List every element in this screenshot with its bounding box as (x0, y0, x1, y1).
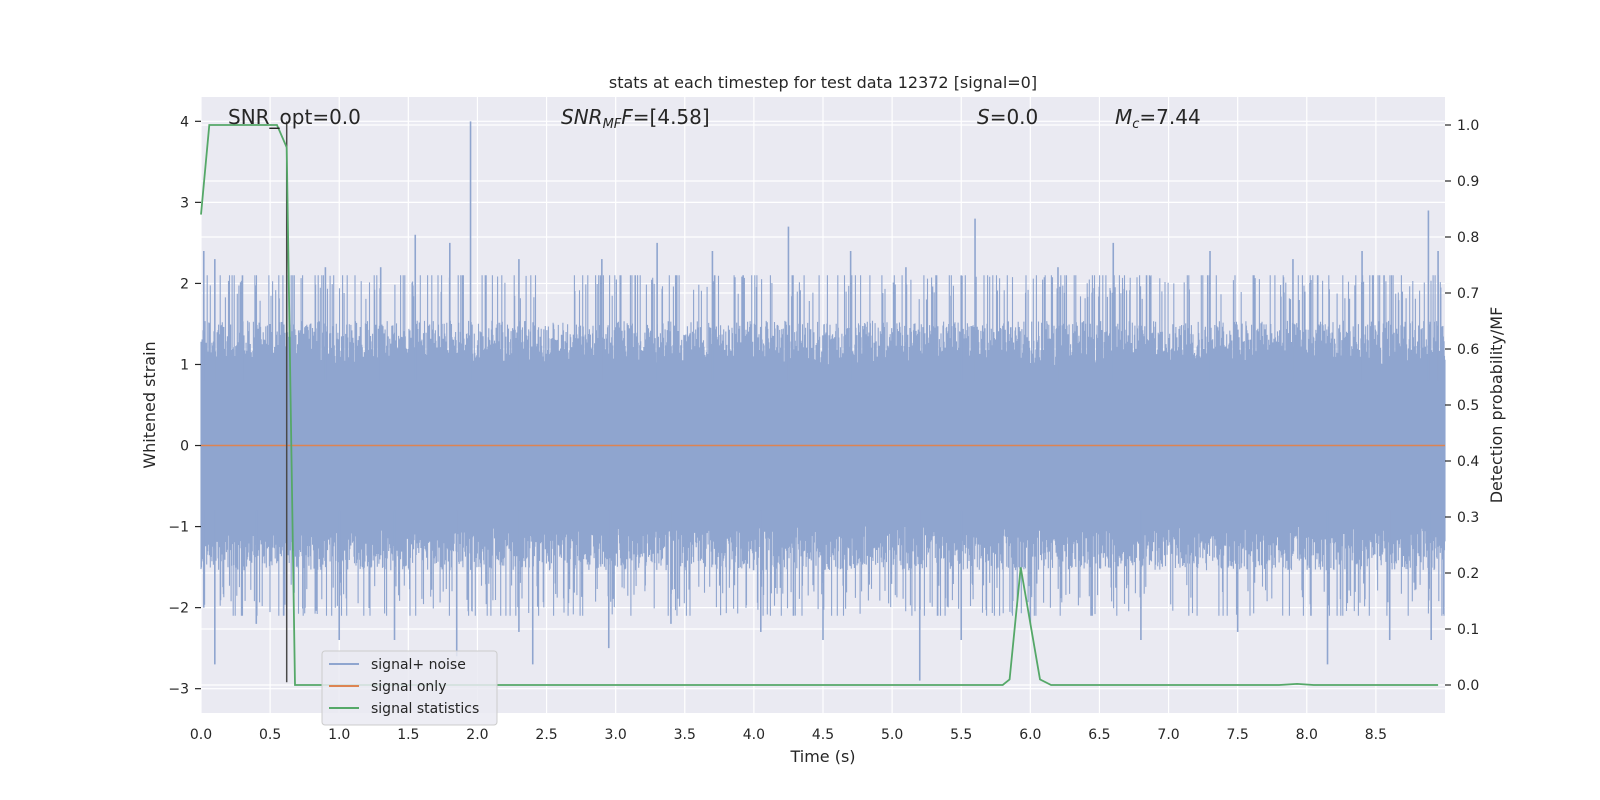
left-y-tick-labels: −3 −2 −1 0 1 2 3 4 (168, 114, 201, 698)
chart-title: stats at each timestep for test data 123… (609, 73, 1037, 92)
y-axis-right-label: Detection probability/MF (1487, 307, 1506, 504)
yr-tick-9: 0.9 (1457, 174, 1479, 190)
legend-label-signal-noise: signal+ noise (371, 657, 466, 673)
yl-tick-1: −2 (168, 601, 189, 617)
signal-statistics-series (200, 124, 1439, 686)
yr-tick-2: 0.2 (1457, 566, 1479, 582)
yr-tick-4: 0.4 (1457, 454, 1479, 470)
yr-tick-6: 0.6 (1457, 342, 1479, 358)
yl-tick-7: 4 (180, 114, 189, 130)
x-tick-4: 2.0 (466, 727, 488, 743)
yr-tick-10: 1.0 (1457, 118, 1479, 134)
yr-tick-5: 0.5 (1457, 398, 1479, 414)
x-tick-11: 5.5 (950, 727, 972, 743)
x-tick-2: 1.0 (328, 727, 350, 743)
x-tick-13: 6.5 (1088, 727, 1110, 743)
yl-tick-6: 3 (180, 195, 189, 211)
yl-tick-2: −1 (168, 520, 189, 536)
x-tick-labels: 0.0 0.5 1.0 1.5 2.0 2.5 3.0 3.5 4.0 4.5 5.0 5.5 6.0 6… (190, 727, 1387, 743)
yl-tick-0: −3 (168, 682, 189, 698)
yr-tick-3: 0.3 (1457, 510, 1479, 526)
x-tick-12: 6.0 (1019, 727, 1041, 743)
annotation-s: S=0.0 (977, 105, 1038, 129)
legend-label-signal-statistics: signal statistics (371, 701, 479, 717)
x-tick-3: 1.5 (397, 727, 419, 743)
noise-body (200, 275, 1446, 616)
y-axis-label: Whitened strain (140, 341, 159, 468)
x-tick-6: 3.0 (605, 727, 627, 743)
x-tick-17: 8.5 (1365, 727, 1387, 743)
yr-tick-1: 0.1 (1457, 622, 1479, 638)
right-y-tick-labels: 0.0 0.1 0.2 0.3 0.4 0.5 0.6 0.7 0.8 0.9 1.0 (1445, 118, 1479, 694)
x-tick-1: 0.5 (259, 727, 281, 743)
x-axis-label: Time (s) (789, 747, 855, 766)
yr-tick-8: 0.8 (1457, 230, 1479, 246)
annotation-snr-opt: SNR_opt=0.0 (228, 105, 361, 129)
x-tick-16: 8.0 (1296, 727, 1318, 743)
yr-tick-7: 0.7 (1457, 286, 1479, 302)
signal-noise-series (200, 121, 1446, 681)
legend: signal+ noise signal only signal statist… (321, 650, 498, 726)
x-tick-9: 4.5 (812, 727, 834, 743)
x-tick-10: 5.0 (881, 727, 903, 743)
yr-tick-0: 0.0 (1457, 678, 1479, 694)
x-tick-0: 0.0 (190, 727, 212, 743)
yl-tick-3: 0 (180, 439, 189, 455)
x-tick-7: 3.5 (674, 727, 696, 743)
x-tick-8: 4.0 (743, 727, 765, 743)
x-tick-5: 2.5 (535, 727, 557, 743)
legend-box (321, 650, 498, 726)
yl-tick-5: 2 (180, 276, 189, 292)
annotation-snr-mf: SNRMFF=[4.58] (561, 105, 710, 132)
x-tick-14: 7.0 (1157, 727, 1179, 743)
yl-tick-4: 1 (180, 357, 189, 373)
legend-label-signal-only: signal only (371, 679, 446, 695)
annotation-mc: Mc=7.44 (1115, 105, 1201, 132)
x-tick-15: 7.5 (1227, 727, 1249, 743)
